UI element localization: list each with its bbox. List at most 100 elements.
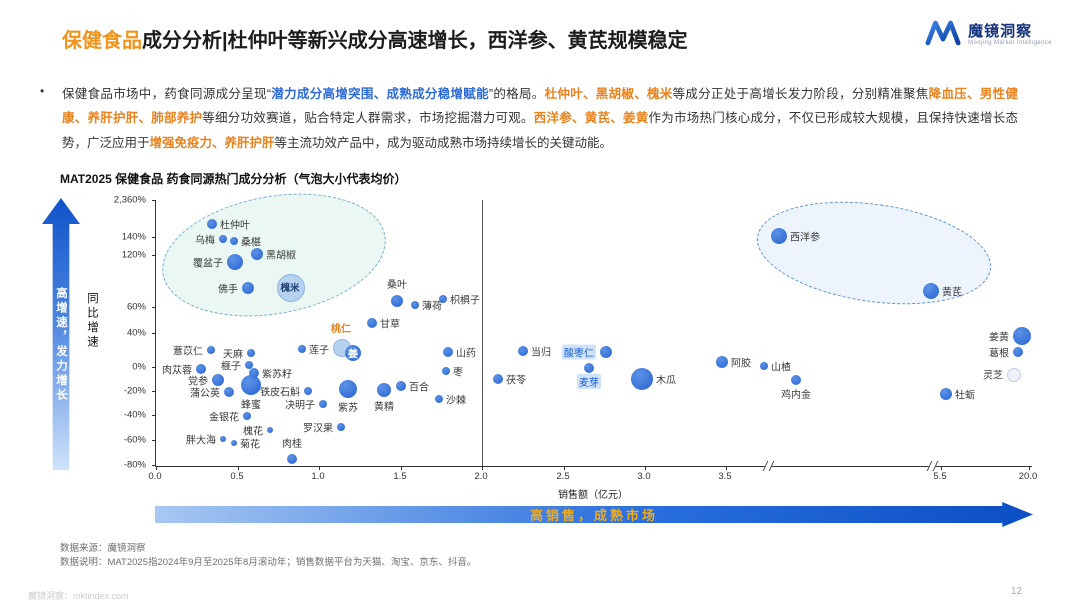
x-tick-mark (156, 466, 157, 470)
bubble-label-乌梅: 乌梅 (195, 235, 215, 247)
bubble-label-桑叶: 桑叶 (387, 280, 407, 291)
bubble-label-蜂蜜: 蜂蜜 (241, 400, 261, 411)
x-axis-title: 销售额（亿元） (558, 490, 628, 501)
bubble-铁皮石斛[interactable] (304, 387, 312, 395)
bubble-槐米[interactable] (277, 274, 305, 302)
x-tick-mark (941, 466, 942, 470)
bubble-枣[interactable] (442, 367, 450, 375)
bubble-蒲公英[interactable] (224, 387, 234, 397)
bubble-党参[interactable] (212, 374, 224, 386)
x-tick-label: 0.5 (230, 471, 244, 482)
x-tick-mark (401, 466, 402, 470)
sales-axis-arrow: 高销售，成熟市场 (155, 502, 1033, 527)
bubble-label-蒲公英: 蒲公英 (190, 388, 220, 400)
y-tick-label: 40% (126, 327, 146, 339)
bubble-label-酸枣仁: 酸枣仁 (562, 344, 596, 360)
bubble-杜仲叶[interactable] (207, 219, 217, 229)
bubble-决明子[interactable] (319, 400, 327, 408)
y-axis-labels: 2,360% 140% 120% 60% 40% 0% -20% -40% -60% -80% (104, 195, 152, 471)
x-tick-label: 1.0 (311, 471, 325, 482)
x-tick-mark (1029, 466, 1030, 470)
bubble-木瓜[interactable] (631, 368, 653, 390)
bubble-葛根[interactable] (1013, 347, 1023, 357)
footer-note: 数据说明：MAT2025指2024年9月至2025年8月滚动年；销售数据平台为天… (60, 557, 477, 568)
bubble-枳椇子[interactable] (439, 295, 447, 303)
bubble-金银花[interactable] (243, 412, 251, 420)
chart-title: MAT2025 保健食品 药食同源热门成分分析（气泡大小代表均价） (60, 172, 407, 186)
bubble-肉苁蓉[interactable] (196, 364, 206, 374)
bubble-胖大海[interactable] (220, 436, 226, 442)
bubble-label-胖大海: 胖大海 (186, 435, 216, 447)
bubble-天麻[interactable] (247, 349, 255, 357)
x-axis-break (762, 461, 775, 471)
bubble-牡蛎[interactable] (940, 388, 952, 400)
bubble-薏苡仁[interactable] (207, 346, 215, 354)
bubble-紫苏籽[interactable] (249, 368, 259, 378)
bubble-乌梅[interactable] (219, 235, 227, 243)
bubble-label-铁皮石斛: 铁皮石斛 (260, 387, 300, 399)
x-tick-label: 3.0 (637, 471, 651, 482)
bubble-菊花[interactable] (231, 440, 237, 446)
bubble-label-决明子: 决明子 (285, 400, 315, 412)
bubble-label-黑胡椒: 黑胡椒 (266, 250, 296, 262)
bubble-山楂[interactable] (760, 362, 768, 370)
bubble-黑胡椒[interactable] (251, 248, 263, 260)
bubble-灵芝[interactable] (1007, 368, 1021, 382)
bubble-label-槐米: 槐米 (280, 283, 300, 294)
bubble-label-木瓜: 木瓜 (656, 375, 676, 387)
y-tick-mark (152, 237, 156, 238)
summary-segment: 西洋参、黄芪、姜黄 (533, 111, 649, 126)
bubble-甘草[interactable] (367, 318, 377, 328)
bubble-麦芽[interactable] (584, 363, 594, 373)
bubble-黄芪[interactable] (923, 283, 939, 299)
bubble-紫苏[interactable] (339, 380, 357, 398)
bubble-当归[interactable] (518, 346, 528, 356)
bubble-黄精[interactable] (377, 383, 391, 397)
bubble-薄荷[interactable] (411, 301, 419, 309)
bubble-label-覆盆子: 覆盆子 (193, 258, 223, 270)
summary-segment: 保健食品市场中，药食同源成分呈现“ (62, 87, 271, 101)
bubble-label-黄精: 黄精 (374, 402, 394, 413)
brand-logo: 魔镜洞察 Moojing Market Intelligence (925, 20, 1052, 51)
bubble-榧子[interactable] (245, 361, 253, 369)
x-tick-label: 20.0 (1018, 471, 1038, 482)
bubble-label-灵芝: 灵芝 (983, 370, 1003, 382)
bubble-桑叶[interactable] (391, 295, 403, 307)
bubble-佛手[interactable] (242, 282, 254, 294)
bubble-西洋参[interactable] (771, 228, 787, 244)
bubble-阿胶[interactable] (716, 356, 728, 368)
bubble-label-西洋参: 西洋参 (790, 232, 820, 244)
sales-axis-arrow-label: 高销售，成熟市场 (529, 508, 658, 523)
bubble-桑椹[interactable] (230, 237, 238, 245)
bubble-覆盆子[interactable] (227, 254, 243, 270)
y-tick-label: -40% (123, 409, 146, 421)
bubble-label-党参: 党参 (188, 376, 208, 388)
page-title: 保健食品成分分析|杜仲叶等新兴成分高速增长，西洋参、黄芪规模稳定 (62, 24, 688, 53)
bubble-酸枣仁[interactable] (600, 346, 612, 358)
bubble-label-佛手: 佛手 (218, 284, 238, 296)
bubble-莲子[interactable] (298, 345, 306, 353)
x-tick-label: 5.5 (933, 471, 947, 482)
bubble-肉桂[interactable] (287, 454, 297, 464)
bubble-山药[interactable] (443, 347, 453, 357)
bubble-蜂蜜[interactable] (241, 375, 261, 395)
bubble-label-甘草: 甘草 (380, 319, 400, 331)
x-tick-label: 2.0 (474, 471, 488, 482)
footer-site-url: 魔镜洞察：mktindex.com (28, 591, 129, 601)
bubble-姜[interactable] (345, 345, 361, 361)
bubble-label-姜黄: 姜黄 (989, 332, 1009, 344)
bubble-label-黄芪: 黄芪 (942, 287, 962, 299)
bubble-罗汉果[interactable] (337, 423, 345, 431)
bubble-沙棘[interactable] (435, 395, 443, 403)
bubble-label-阿胶: 阿胶 (731, 358, 751, 370)
bubble-百合[interactable] (396, 381, 406, 391)
y-tick-mark (152, 367, 156, 368)
bubble-姜黄[interactable] (1013, 327, 1031, 345)
summary-segment: 潜力成分高增突围、成熟成分稳增赋能 (270, 87, 489, 101)
bubble-槐花[interactable] (267, 427, 273, 433)
y-tick-mark (152, 465, 156, 466)
bubble-鸡内金[interactable] (791, 375, 801, 385)
summary-bullet: • (40, 84, 45, 98)
bubble-茯苓[interactable] (493, 374, 503, 384)
